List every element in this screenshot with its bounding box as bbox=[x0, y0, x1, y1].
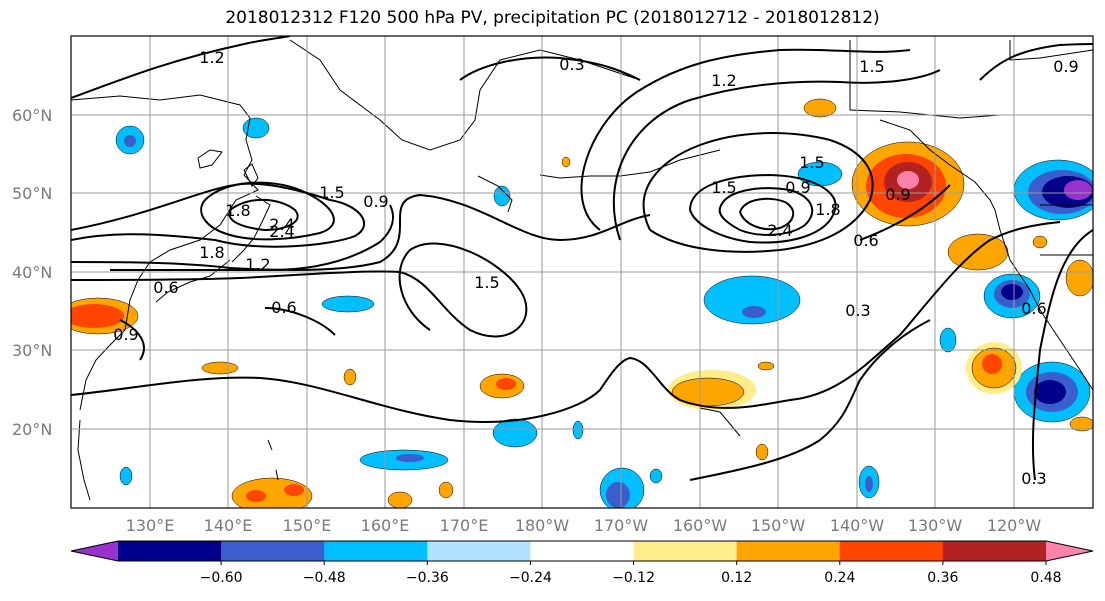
colorbar-extend-max bbox=[1046, 541, 1093, 561]
lon-label: 180°W bbox=[515, 516, 570, 535]
lon-label: 170°E bbox=[440, 516, 489, 535]
lat-label: 20°N bbox=[12, 420, 52, 439]
graticule bbox=[71, 36, 1093, 508]
contour-label: 0.6 bbox=[271, 298, 296, 317]
map-title: 2018012312 F120 500 hPa PV, precipitatio… bbox=[225, 8, 880, 28]
contour-label: 0.3 bbox=[845, 301, 870, 320]
contour-label: 0.9 bbox=[785, 178, 810, 197]
lon-label: 160°W bbox=[673, 516, 728, 535]
contour-label: 0.6 bbox=[153, 278, 178, 297]
contour-label: 1.2 bbox=[199, 48, 224, 67]
colorbar-segment bbox=[736, 541, 841, 561]
contour-label: 1.8 bbox=[199, 243, 224, 262]
contour-label: 2.4 bbox=[269, 215, 294, 234]
lat-label: 60°N bbox=[12, 106, 52, 125]
colorbar-extend-min bbox=[71, 541, 118, 561]
contour-label: 1.8 bbox=[815, 200, 840, 219]
longitude-labels: 130°E 140°E 150°E 160°E 170°E 180°W 170°… bbox=[126, 516, 1042, 535]
pv-contours bbox=[71, 36, 1093, 481]
colorbar-segment bbox=[633, 541, 738, 561]
contour-label: 0.3 bbox=[559, 55, 584, 74]
contour-label: 0.9 bbox=[113, 325, 138, 344]
colorbar-segment bbox=[530, 541, 635, 561]
contour-label: 0.9 bbox=[885, 185, 910, 204]
lon-label: 130°W bbox=[908, 516, 963, 535]
colorbar-tick-label: −0.36 bbox=[406, 570, 449, 586]
contour-label: 2.4 bbox=[269, 222, 294, 241]
colorbar-segment bbox=[839, 541, 944, 561]
colorbar-tick-label: −0.48 bbox=[303, 570, 346, 586]
contour-label: 2.4 bbox=[767, 221, 792, 240]
lat-label: 40°N bbox=[12, 263, 52, 282]
contour-label: 1.5 bbox=[711, 178, 736, 197]
contour-label: 1.5 bbox=[799, 153, 824, 172]
contour-label: 1.8 bbox=[225, 201, 250, 220]
contour-label: 0.6 bbox=[853, 231, 878, 250]
lon-label: 160°E bbox=[361, 516, 410, 535]
contour-labels: 1.2 0.3 1.2 1.5 0.9 1.5 1.8 2.4 0.9 1.5 … bbox=[113, 48, 1078, 488]
contour-label: 0.3 bbox=[1021, 469, 1046, 488]
colorbar-tick-label: −0.24 bbox=[509, 570, 552, 586]
colorbar-segment bbox=[221, 541, 325, 561]
colorbar-segment bbox=[427, 541, 531, 561]
colorbar-segment bbox=[942, 541, 1047, 561]
colorbar-tick-label: −0.12 bbox=[612, 570, 655, 586]
contour-label: 1.5 bbox=[859, 57, 884, 76]
contour-label: 1.5 bbox=[319, 183, 344, 202]
lat-label: 50°N bbox=[12, 184, 52, 203]
latitude-labels: 60°N 50°N 40°N 30°N 20°N bbox=[12, 106, 52, 439]
colorbar: −0.60 −0.48 −0.36 −0.24 −0.12 0.12 0.24 0.36 0.4… bbox=[70, 540, 1094, 586]
colorbar-outline bbox=[70, 540, 1094, 562]
lon-label: 130°E bbox=[126, 516, 175, 535]
lon-label: 140°W bbox=[830, 516, 885, 535]
contour-label: 1.2 bbox=[245, 255, 270, 274]
lat-label: 30°N bbox=[12, 341, 52, 360]
colorbar-tick-label: 0.12 bbox=[721, 570, 752, 586]
lon-label: 140°E bbox=[204, 516, 253, 535]
contour-label: 0.6 bbox=[1021, 299, 1046, 318]
contour-label: 1.2 bbox=[711, 71, 736, 90]
precipitation-shading bbox=[71, 98, 1093, 508]
contour-label: 0.9 bbox=[1053, 57, 1078, 76]
lon-label: 150°W bbox=[751, 516, 806, 535]
colorbar-segment bbox=[118, 541, 222, 561]
colorbar-segment bbox=[324, 541, 428, 561]
map-frame bbox=[70, 35, 1094, 509]
colorbar-tick-label: 0.48 bbox=[1030, 570, 1061, 586]
lon-label: 120°W bbox=[987, 516, 1042, 535]
contour-label: 0.9 bbox=[363, 192, 388, 211]
colorbar-tick-label: 0.36 bbox=[927, 570, 958, 586]
lon-label: 170°W bbox=[594, 516, 649, 535]
lon-label: 150°E bbox=[283, 516, 332, 535]
colorbar-tick-label: −0.60 bbox=[200, 570, 243, 586]
colorbar-tick-label: 0.24 bbox=[824, 570, 855, 586]
contour-label: 1.5 bbox=[474, 273, 499, 292]
